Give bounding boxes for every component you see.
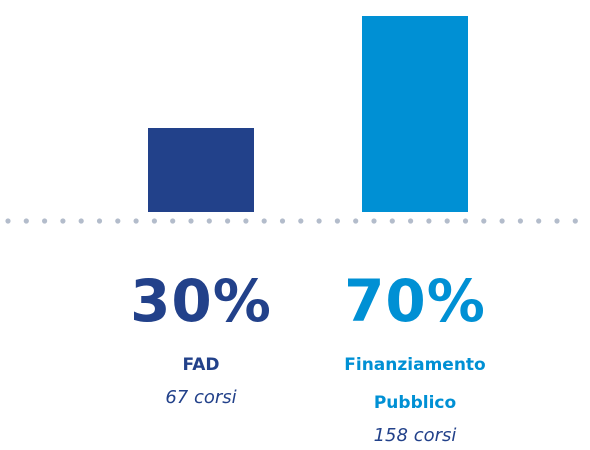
baseline-dot <box>225 218 231 224</box>
baseline-dot <box>170 218 176 224</box>
baseline-dot <box>188 218 194 224</box>
baseline-dot <box>298 218 304 224</box>
bar <box>148 128 254 212</box>
course-count: 67 corsi <box>165 387 237 408</box>
category-name: Finanziamento Pubblico <box>344 355 486 413</box>
value-label: 30% <box>130 267 272 335</box>
baseline-dot <box>426 218 432 224</box>
baseline-dot <box>554 218 560 224</box>
baseline-dot <box>334 218 340 224</box>
baseline-dot <box>316 218 322 224</box>
baseline-dot <box>5 218 11 224</box>
value-label: 70% <box>344 267 486 335</box>
baseline-dot <box>133 218 139 224</box>
baseline-dot <box>499 218 505 224</box>
baseline-dot <box>408 218 414 224</box>
baseline-dot <box>96 218 103 224</box>
baseline-dot <box>389 218 395 224</box>
baseline-dot <box>115 218 121 224</box>
course-count: 158 corsi <box>373 425 457 446</box>
baseline-dot <box>371 218 377 224</box>
baseline-dot <box>481 218 487 224</box>
baseline-dot <box>60 218 66 224</box>
baseline-dot <box>517 218 524 224</box>
baseline-dot <box>23 218 29 224</box>
category-name: FAD <box>182 355 220 375</box>
baseline-dot <box>279 218 286 224</box>
category-label: FAD 67 corsi <box>96 346 306 412</box>
category-label: Finanziamento Pubblico 158 corsi <box>325 346 505 450</box>
baseline-dot <box>78 218 84 224</box>
bar <box>362 16 468 212</box>
baseline-dot <box>261 218 267 224</box>
baseline-dot <box>243 218 249 224</box>
baseline-dot <box>444 218 450 224</box>
baseline-dot <box>151 218 157 224</box>
baseline-dot <box>572 218 578 224</box>
baseline-dot <box>206 218 212 224</box>
baseline-dot <box>353 218 359 224</box>
baseline-dot <box>42 218 48 224</box>
baseline-dot <box>462 218 469 224</box>
baseline-dot <box>536 218 542 224</box>
